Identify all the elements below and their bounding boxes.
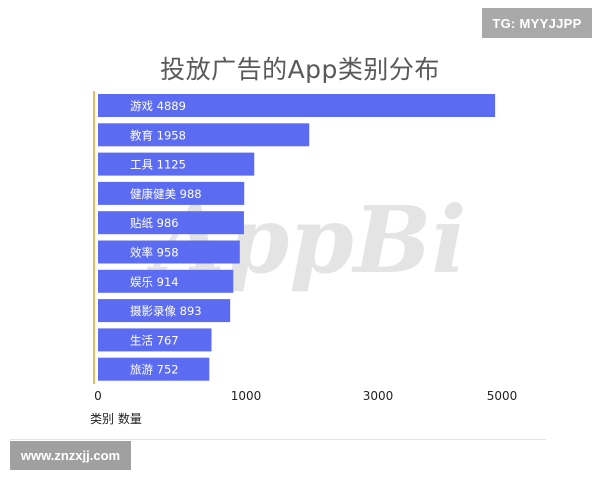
bar-label-4: 健康健美 988 (130, 187, 202, 201)
bar-6 (98, 240, 240, 264)
footer-divider (10, 439, 546, 440)
bar-label-3: 工具 1125 (130, 158, 186, 172)
bar-3 (98, 152, 255, 176)
x-tick-label-0: 0 (94, 389, 102, 403)
bar-7 (98, 269, 234, 293)
x-tick-label-1000: 1000 (231, 389, 262, 403)
tg-badge: TG: MYYJJPP (482, 8, 592, 38)
x-tick-label-3000: 3000 (363, 389, 394, 403)
bar-label-7: 娱乐 914 (130, 275, 179, 289)
bar-label-9: 生活 767 (130, 333, 179, 347)
bar-label-2: 教育 1958 (130, 128, 186, 142)
bar-label-10: 旅游 752 (130, 363, 179, 377)
x-tick-label-5000: 5000 (487, 389, 518, 403)
bar-label-5: 贴纸 986 (130, 216, 179, 230)
bar-4 (98, 181, 245, 205)
site-badge: www.znzxjj.com (10, 441, 131, 470)
bar-label-8: 摄影录像 893 (130, 304, 202, 318)
bar-label-6: 效率 958 (130, 246, 179, 260)
bar-label-1: 游戏 4889 (130, 99, 186, 113)
bar-9 (98, 328, 212, 352)
bar-8 (98, 299, 231, 323)
x-axis-label: 类别 数量 (90, 411, 142, 426)
chart-title: 投放广告的App类别分布 (160, 55, 440, 84)
bar-2 (98, 123, 310, 147)
bar-5 (98, 211, 244, 235)
bar-10 (98, 357, 210, 381)
bar-1 (98, 94, 496, 117)
